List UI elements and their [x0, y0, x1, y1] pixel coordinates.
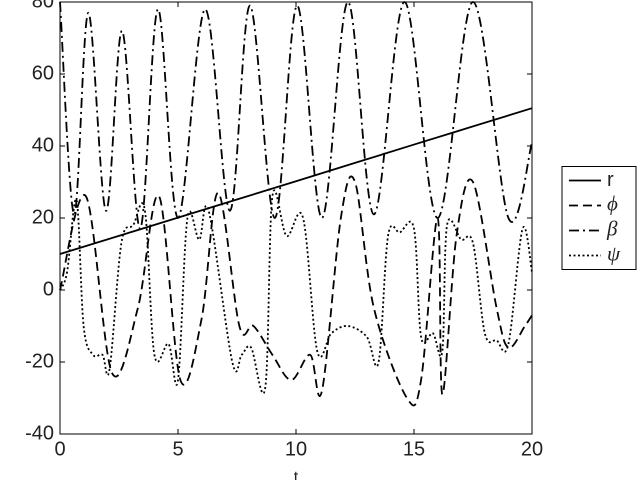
legend-label: r: [607, 169, 614, 191]
y-tick-label: 40: [32, 134, 54, 156]
x-tick-label: 0: [54, 438, 65, 460]
legend-label: ψ: [607, 241, 621, 265]
y-tick-label: 0: [43, 278, 54, 300]
legend-box: [561, 166, 637, 270]
y-tick-label: 80: [32, 0, 54, 12]
x-axis-label: t: [294, 469, 299, 480]
y-tick-label: 20: [32, 206, 54, 228]
y-tick-label: 60: [32, 62, 54, 84]
x-tick-label: 20: [521, 438, 543, 460]
legend-label: β: [606, 216, 618, 240]
y-tick-label: -20: [25, 350, 54, 372]
legend-label: ϕ: [607, 191, 618, 215]
series-line: [59, 107, 533, 255]
series-line: [59, 189, 533, 395]
x-tick-label: 5: [172, 438, 183, 460]
y-tick-label: -40: [25, 422, 54, 444]
x-tick-label: 15: [403, 438, 425, 460]
x-tick-label: 10: [285, 438, 307, 460]
